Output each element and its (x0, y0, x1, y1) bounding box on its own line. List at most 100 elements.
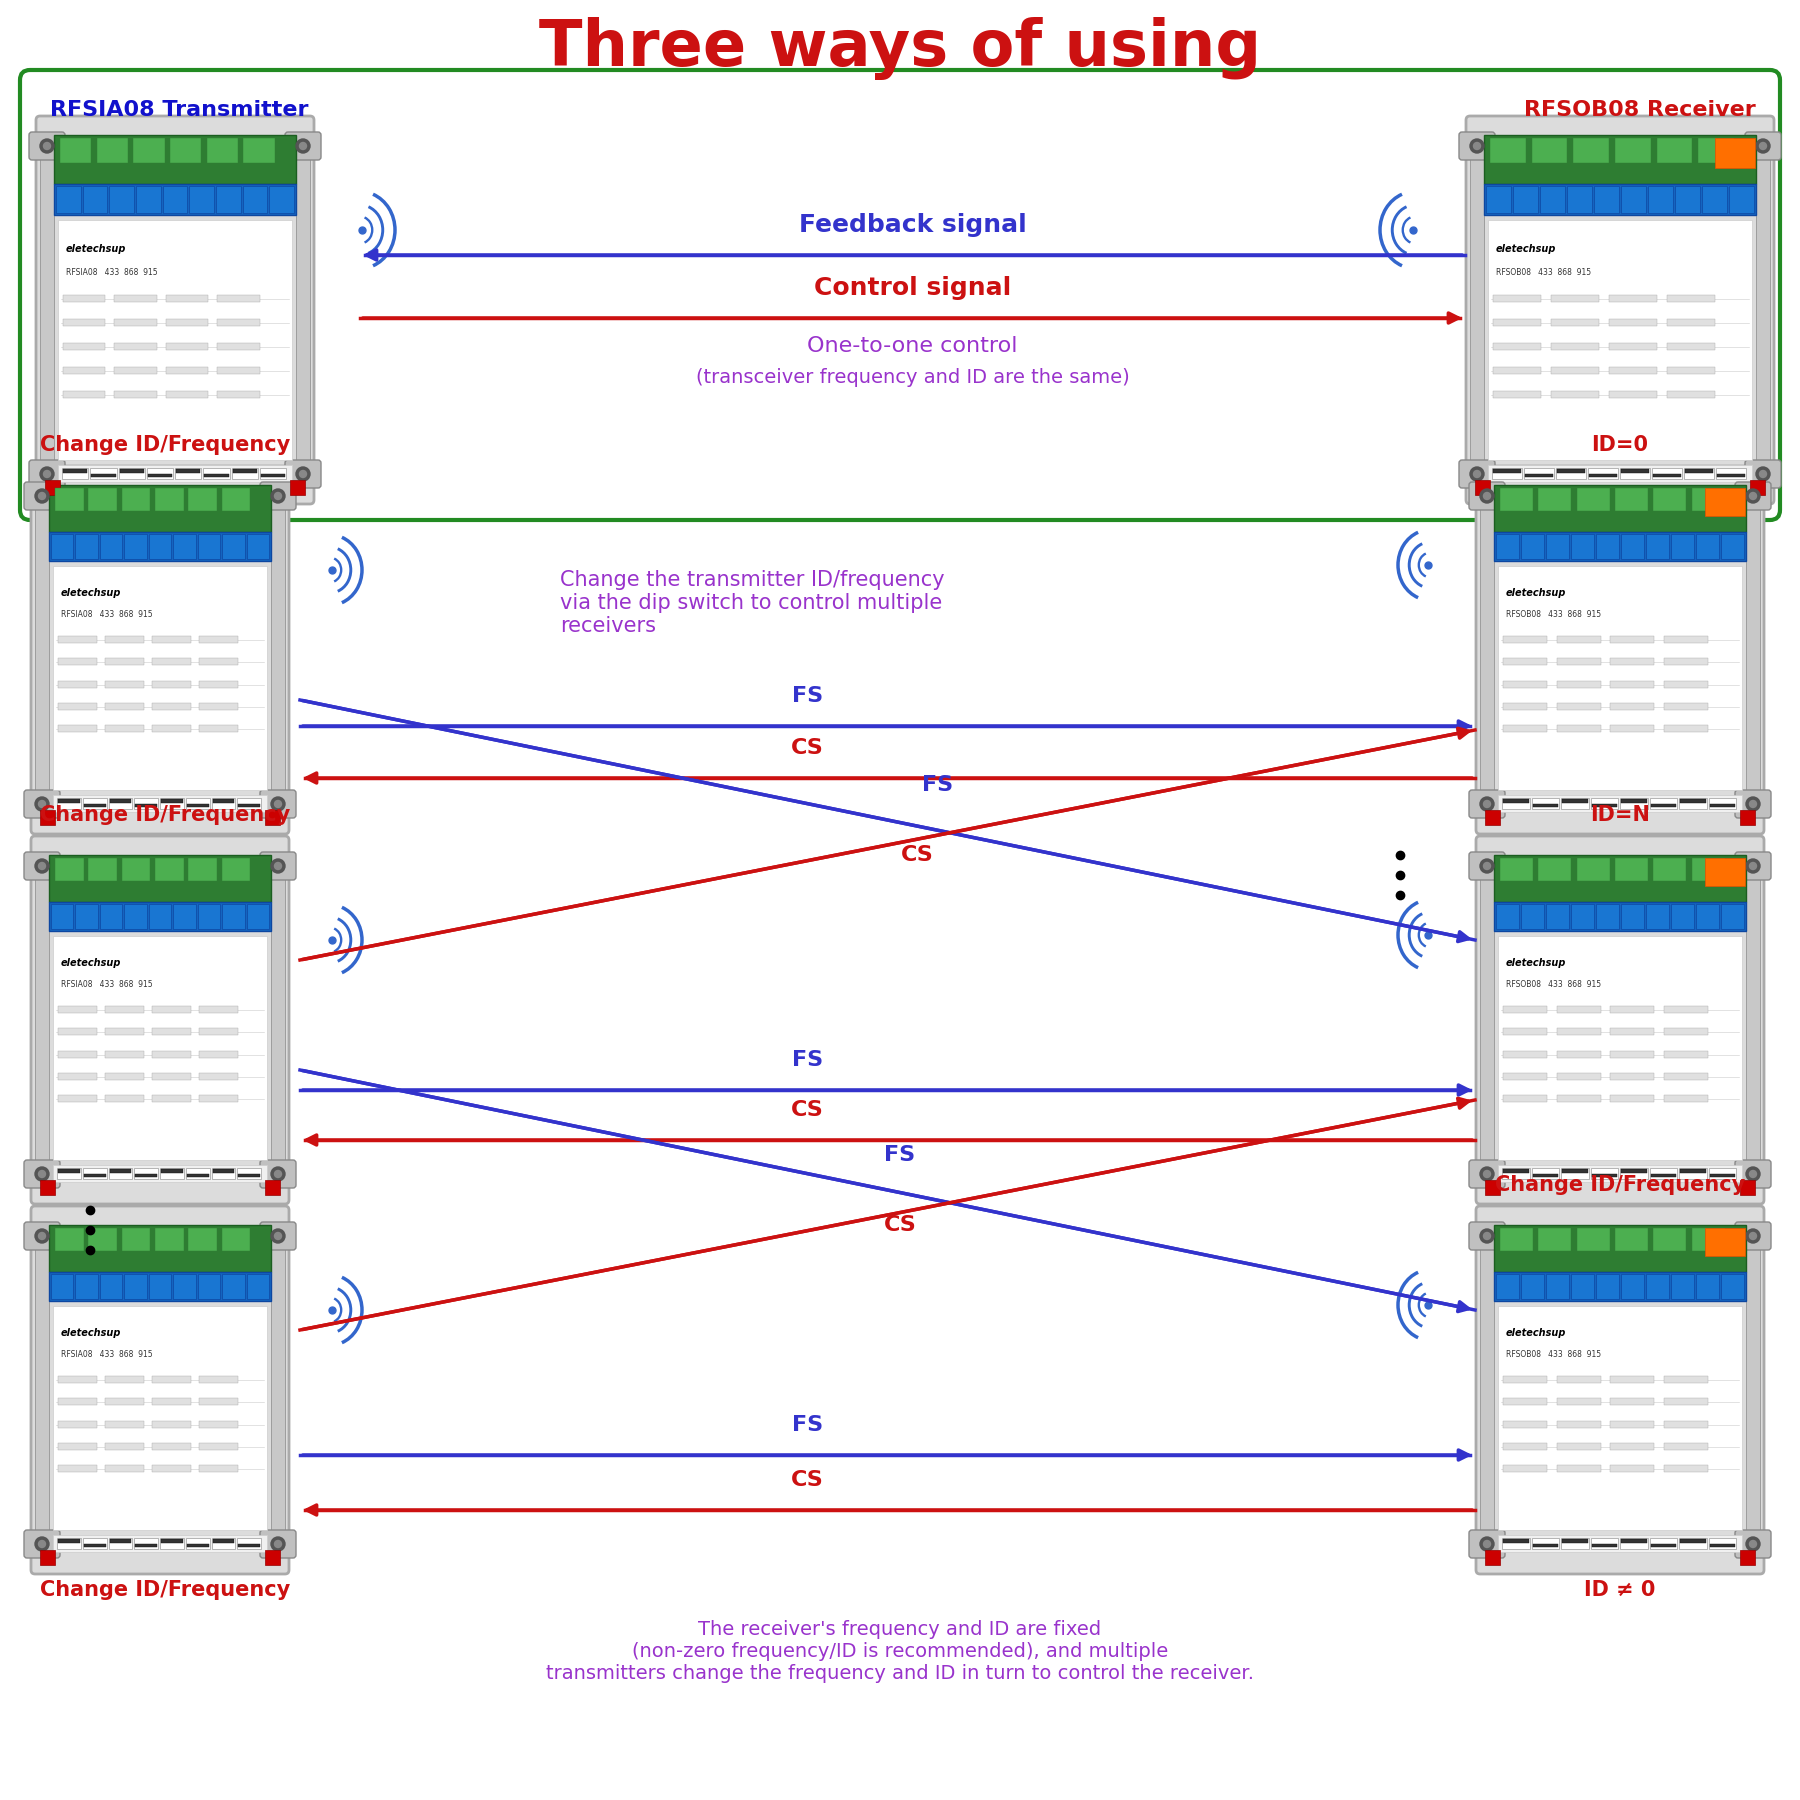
Bar (1622, 1274, 1643, 1298)
Bar (1503, 1168, 1528, 1172)
FancyBboxPatch shape (1735, 482, 1771, 509)
Bar (160, 799, 184, 803)
Bar (1615, 859, 1647, 882)
Bar (1503, 680, 1546, 688)
Circle shape (38, 801, 45, 808)
Bar (1492, 367, 1541, 374)
Bar (58, 635, 97, 643)
Bar (247, 904, 268, 929)
Bar (221, 859, 250, 882)
Bar (1611, 704, 1654, 709)
Text: CS: CS (792, 1471, 824, 1490)
Bar (166, 344, 209, 351)
Bar (1561, 1537, 1588, 1550)
FancyBboxPatch shape (1735, 1222, 1771, 1249)
Bar (58, 1096, 97, 1102)
Bar (108, 1537, 131, 1550)
Bar (1663, 704, 1708, 709)
Bar (1692, 859, 1724, 882)
Bar (1557, 1444, 1600, 1451)
Bar (153, 1006, 191, 1013)
Bar (200, 1028, 238, 1035)
Bar (54, 135, 295, 184)
Bar (153, 1028, 191, 1035)
Bar (176, 470, 200, 473)
Bar (104, 1375, 144, 1382)
Bar (238, 803, 259, 806)
Bar (1501, 1168, 1530, 1179)
Bar (1546, 535, 1570, 558)
Circle shape (1480, 1166, 1494, 1181)
Bar (1652, 473, 1681, 477)
Bar (1721, 1274, 1744, 1298)
Bar (1609, 344, 1656, 351)
Bar (272, 1226, 284, 1555)
Bar (1562, 799, 1588, 803)
Bar (1611, 1051, 1654, 1058)
Bar (1503, 1420, 1546, 1427)
Text: RFSIA08 Transmitter: RFSIA08 Transmitter (50, 101, 308, 121)
Bar (99, 904, 122, 929)
Bar (50, 535, 74, 558)
Bar (1498, 1305, 1742, 1530)
Bar (1557, 1051, 1600, 1058)
Bar (1496, 904, 1519, 929)
Bar (272, 855, 284, 1184)
Bar (1557, 1465, 1600, 1472)
Circle shape (1746, 1166, 1760, 1181)
Circle shape (1483, 1170, 1490, 1177)
Text: RFSIA08   433  868  915: RFSIA08 433 868 915 (67, 268, 158, 277)
Bar (99, 1274, 122, 1298)
Bar (34, 1226, 49, 1555)
Bar (155, 1228, 184, 1251)
Bar (1494, 484, 1746, 531)
Bar (265, 1550, 281, 1564)
Bar (90, 468, 117, 479)
Bar (153, 680, 191, 688)
FancyBboxPatch shape (1469, 1222, 1505, 1249)
Bar (203, 473, 229, 477)
Bar (58, 220, 292, 461)
Bar (1708, 1168, 1735, 1179)
Text: CS: CS (792, 1100, 824, 1120)
Bar (1557, 1096, 1600, 1102)
FancyBboxPatch shape (1460, 461, 1496, 488)
Bar (247, 1274, 268, 1298)
Bar (1679, 1537, 1706, 1550)
FancyBboxPatch shape (259, 790, 295, 817)
Bar (1622, 535, 1643, 558)
Bar (212, 797, 236, 808)
Circle shape (1483, 1233, 1490, 1240)
Bar (1670, 904, 1694, 929)
Bar (169, 139, 202, 162)
Circle shape (40, 139, 54, 153)
Bar (135, 803, 157, 806)
Bar (58, 1006, 97, 1013)
FancyBboxPatch shape (1735, 1159, 1771, 1188)
Bar (198, 904, 220, 929)
Bar (1539, 488, 1571, 511)
Text: Change ID/Frequency: Change ID/Frequency (40, 436, 290, 455)
Bar (49, 531, 272, 560)
Bar (1499, 488, 1534, 511)
Bar (1591, 1168, 1618, 1179)
Text: FS: FS (922, 776, 952, 796)
Bar (49, 855, 272, 902)
Bar (1741, 1181, 1755, 1195)
Bar (200, 680, 238, 688)
Bar (54, 184, 295, 214)
Text: eletechsup: eletechsup (61, 1328, 121, 1337)
Bar (1679, 1539, 1706, 1543)
Bar (1577, 859, 1609, 882)
Bar (160, 797, 184, 808)
Circle shape (274, 1170, 281, 1177)
Bar (187, 803, 209, 806)
Bar (1656, 139, 1692, 162)
Bar (1494, 855, 1746, 902)
Bar (1541, 187, 1564, 212)
Bar (160, 1168, 184, 1172)
Bar (1705, 1228, 1744, 1256)
Bar (1615, 139, 1651, 162)
Text: CS: CS (792, 738, 824, 758)
Bar (1503, 635, 1546, 643)
